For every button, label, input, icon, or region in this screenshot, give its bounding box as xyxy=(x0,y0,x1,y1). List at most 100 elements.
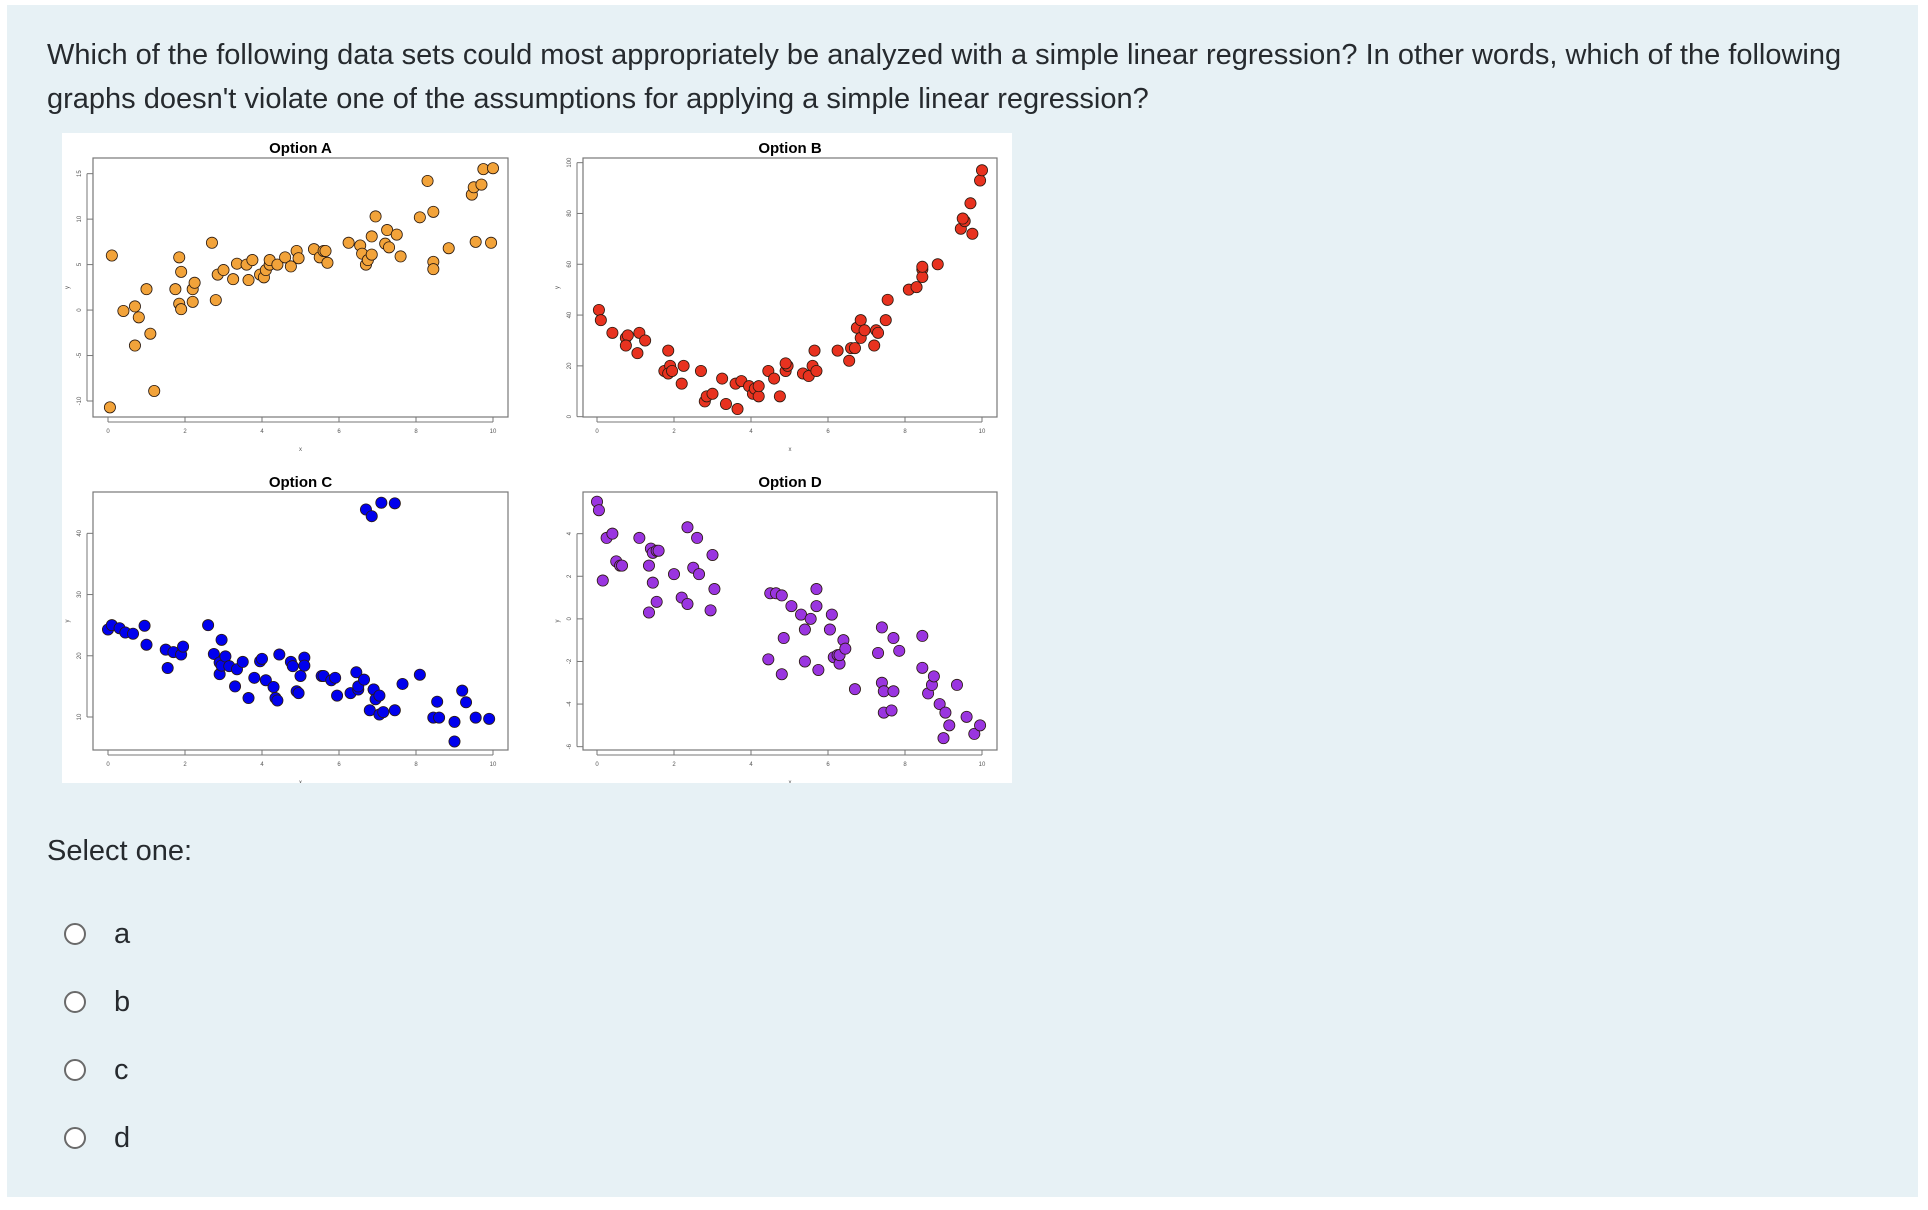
plot-title: Option A xyxy=(269,140,332,157)
data-point xyxy=(321,256,334,269)
data-point xyxy=(138,619,151,632)
data-point xyxy=(775,668,788,681)
radio-button-a[interactable] xyxy=(64,923,86,945)
plot-option-d: Option D 0 2 4 6 8 10 x -6 -4 -2 0 2 4 y xyxy=(555,474,998,783)
data-point xyxy=(968,727,981,740)
plot-option-a: Option A 0 2 4 6 8 10 x -10 -5 0 5 10 15 y xyxy=(65,140,509,453)
data-point xyxy=(885,704,898,717)
scatterplot-figure: Option A 0 2 4 6 8 10 x -10 -5 0 5 10 15 y Option B 0 2 4 6… xyxy=(62,133,1012,783)
data-point xyxy=(831,344,844,357)
option-d[interactable]: d xyxy=(64,1104,130,1172)
data-point xyxy=(267,681,280,694)
y-tick-label: 4 xyxy=(567,531,573,535)
x-tick-label: 10 xyxy=(490,429,497,435)
y-tick-label: 80 xyxy=(567,209,573,216)
x-tick-label: 6 xyxy=(337,429,341,435)
data-point xyxy=(650,595,663,608)
data-point xyxy=(704,604,717,617)
data-point xyxy=(916,260,929,273)
x-tick-label: 8 xyxy=(903,429,907,435)
data-point xyxy=(616,559,629,572)
data-point xyxy=(762,653,775,666)
y-axis-label: y xyxy=(65,286,71,289)
option-c[interactable]: c xyxy=(64,1036,130,1104)
data-point xyxy=(976,164,989,177)
data-point xyxy=(752,390,765,403)
data-point xyxy=(173,251,186,264)
data-point xyxy=(350,666,363,679)
y-axis-label: y xyxy=(555,620,561,623)
x-tick-label: 10 xyxy=(979,429,986,435)
data-point xyxy=(779,357,792,370)
radio-button-c[interactable] xyxy=(64,1059,86,1081)
data-point xyxy=(259,674,272,687)
data-point xyxy=(127,627,140,640)
data-point xyxy=(242,274,255,287)
y-tick-label: 10 xyxy=(77,215,83,222)
data-point xyxy=(848,683,861,696)
data-point xyxy=(706,548,719,561)
data-point xyxy=(916,270,929,283)
data-point xyxy=(161,662,174,675)
x-tick-label: 10 xyxy=(979,762,986,768)
data-point xyxy=(592,504,605,517)
data-point xyxy=(773,390,786,403)
data-point xyxy=(652,544,665,557)
data-points xyxy=(103,162,499,414)
data-point xyxy=(298,659,311,672)
data-point xyxy=(217,264,230,277)
radio-button-b[interactable] xyxy=(64,991,86,1013)
data-point xyxy=(621,329,634,342)
y-tick-label: 0 xyxy=(77,308,83,312)
data-point xyxy=(442,242,455,255)
option-b[interactable]: b xyxy=(64,968,130,1036)
y-tick-label: -5 xyxy=(77,352,83,358)
data-point xyxy=(708,583,721,596)
data-point xyxy=(681,521,694,534)
plot-title: Option B xyxy=(758,140,821,157)
data-point xyxy=(731,403,744,416)
y-tick-label: 60 xyxy=(567,260,573,267)
data-point xyxy=(798,655,811,668)
data-point xyxy=(413,211,426,224)
data-point xyxy=(812,663,825,676)
data-point xyxy=(916,629,929,642)
data-point xyxy=(388,704,401,717)
option-c-label: c xyxy=(114,1053,129,1086)
x-tick-label: 6 xyxy=(826,429,830,435)
data-point xyxy=(381,224,394,237)
data-point xyxy=(421,174,434,187)
select-one-label: Select one: xyxy=(47,835,193,867)
data-point xyxy=(207,647,220,660)
plot-frame xyxy=(92,491,509,751)
data-point xyxy=(358,673,371,686)
data-point xyxy=(872,646,885,659)
data-point xyxy=(868,339,881,352)
data-point xyxy=(810,583,823,596)
data-point xyxy=(292,687,305,700)
x-tick-label: 4 xyxy=(260,429,264,435)
data-point xyxy=(413,668,426,681)
y-axis-label: y xyxy=(65,620,71,623)
data-point xyxy=(169,283,182,296)
x-tick-label: 4 xyxy=(749,429,753,435)
data-point xyxy=(875,621,888,634)
data-point xyxy=(140,283,153,296)
data-point xyxy=(175,303,188,316)
x-tick-label: 6 xyxy=(826,762,830,768)
data-point xyxy=(229,680,242,693)
radio-button-d[interactable] xyxy=(64,1127,86,1149)
data-point xyxy=(483,712,496,725)
data-point xyxy=(246,254,259,267)
option-a[interactable]: a xyxy=(64,900,130,968)
data-point xyxy=(427,205,440,218)
data-point xyxy=(662,344,675,357)
data-point xyxy=(916,661,929,674)
data-point xyxy=(631,347,644,360)
data-point xyxy=(974,719,987,732)
data-point xyxy=(215,633,228,646)
data-point xyxy=(383,241,396,254)
data-point xyxy=(887,685,900,698)
data-point xyxy=(642,559,655,572)
data-point xyxy=(292,252,305,265)
